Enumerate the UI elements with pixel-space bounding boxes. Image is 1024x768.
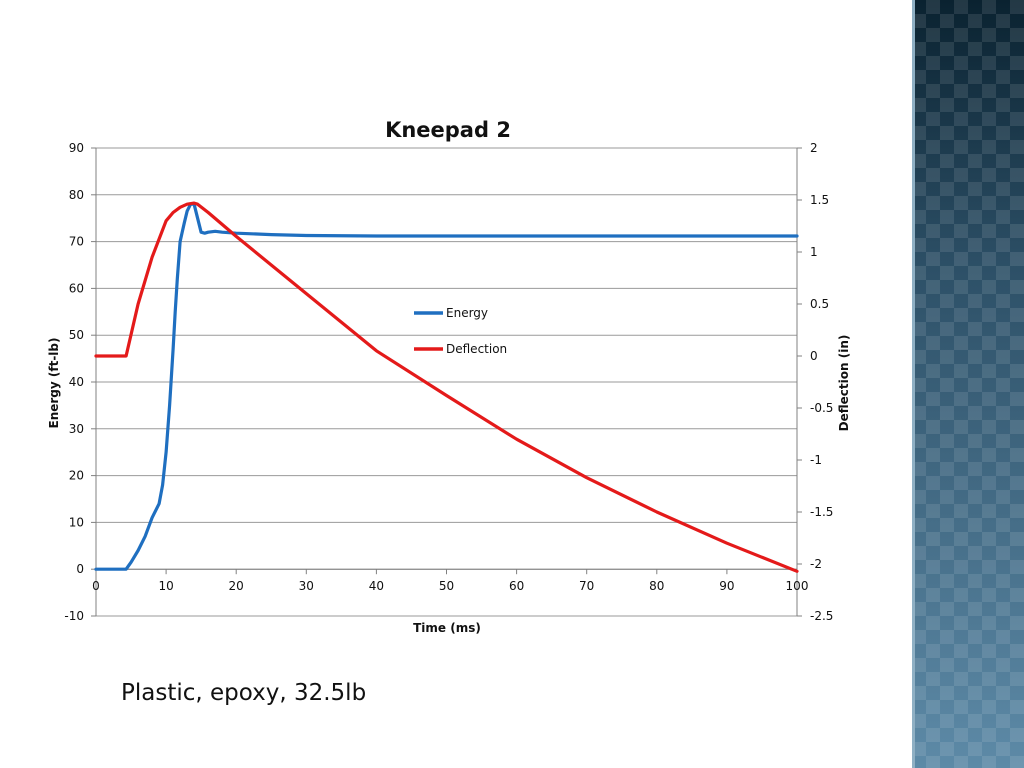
y-axis-label: Energy (ft-lb) (47, 338, 61, 429)
y-tick-label: 30 (69, 422, 84, 436)
decorative-side-panel (912, 0, 1024, 768)
y2-tick-label: -0.5 (810, 401, 833, 415)
x-tick-label: 0 (92, 579, 100, 593)
slide-caption: Plastic, epoxy, 32.5lb (121, 680, 367, 706)
y-tick-label: 0 (76, 562, 84, 576)
y2-axis-label: Deflection (in) (837, 335, 851, 432)
line-chart: Kneepad 2 -100102030405060708090-2.5-2-1… (47, 118, 851, 635)
series-line-energy (94, 202, 799, 571)
y-tick-label: 20 (69, 469, 84, 483)
x-tick-label: 70 (579, 579, 594, 593)
y2-tick-label: 2 (810, 141, 818, 155)
y2-tick-label: -2.5 (810, 609, 833, 623)
series-lines (94, 201, 799, 573)
x-tick-label: 100 (786, 579, 809, 593)
y2-tick-label: 1.5 (810, 193, 829, 207)
legend-label-energy: Energy (446, 306, 488, 320)
x-tick-label: 40 (369, 579, 384, 593)
chart-title: Kneepad 2 (385, 118, 511, 142)
x-tick-label: 60 (509, 579, 524, 593)
y-tick-label: 80 (69, 188, 84, 202)
y-tick-label: -10 (64, 609, 84, 623)
y-tick-label: 90 (69, 141, 84, 155)
y2-tick-label: 1 (810, 245, 818, 259)
side-panel-edge (912, 0, 915, 768)
x-tick-label: 30 (299, 579, 314, 593)
tick-labels: -100102030405060708090-2.5-2-1.5-1-0.500… (64, 141, 833, 623)
y-tick-label: 50 (69, 328, 84, 342)
legend-label-deflection: Deflection (446, 342, 507, 356)
x-axis-label: Time (ms) (413, 621, 481, 635)
x-tick-label: 80 (649, 579, 664, 593)
y2-tick-label: -1.5 (810, 505, 833, 519)
series-line-deflection (94, 201, 799, 573)
y-tick-label: 10 (69, 515, 84, 529)
x-tick-label: 20 (229, 579, 244, 593)
x-tick-label: 10 (158, 579, 173, 593)
y2-tick-label: -1 (810, 453, 822, 467)
gridlines (96, 147, 797, 617)
legend: Energy Deflection (414, 306, 507, 356)
x-tick-label: 90 (719, 579, 734, 593)
x-tick-label: 50 (439, 579, 454, 593)
y-tick-label: 70 (69, 235, 84, 249)
y2-tick-label: -2 (810, 557, 822, 571)
y2-tick-label: 0 (810, 349, 818, 363)
y-tick-label: 40 (69, 375, 84, 389)
y-tick-label: 60 (69, 281, 84, 295)
y2-tick-label: 0.5 (810, 297, 829, 311)
